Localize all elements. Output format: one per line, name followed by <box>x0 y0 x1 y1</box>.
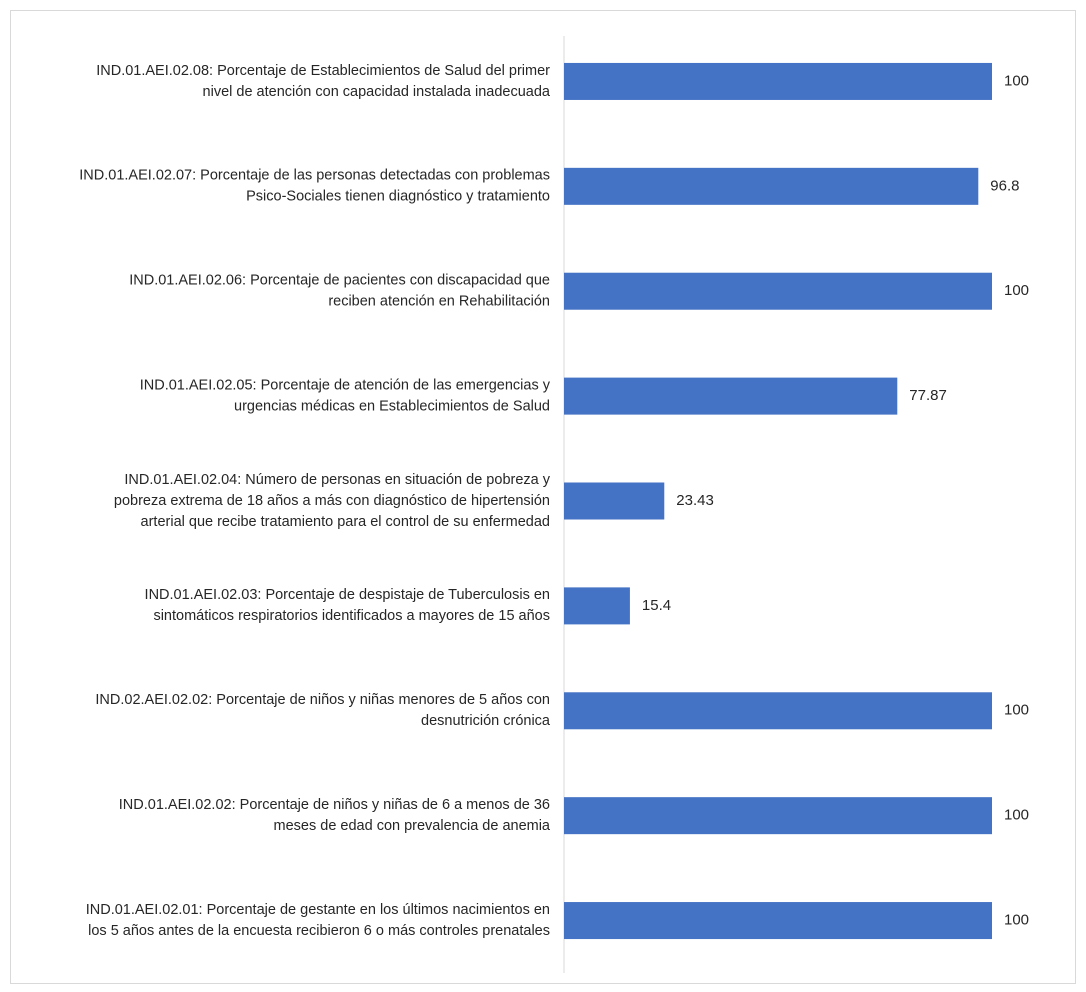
bar-chart: 100 IND.01.AEI.02.08: Porcentaje de Estab… <box>79 36 1029 973</box>
bar-value-label: 96.8 <box>990 177 1019 194</box>
bar <box>564 377 898 415</box>
bar-value-label: 100 <box>1004 72 1029 89</box>
bar-value-label: 100 <box>1004 807 1029 824</box>
category-label: IND.01.AEI.02.07: Porcentaje de las pers… <box>79 168 550 205</box>
category-label-line: Psico-Sociales tienen diagnóstico y trat… <box>246 189 550 205</box>
category-label-line: IND.01.AEI.02.02: Porcentaje de niños y … <box>119 797 550 813</box>
category-label-line: IND.01.AEI.02.05: Porcentaje de atención… <box>140 377 551 393</box>
category-label: IND.01.AEI.02.01: Porcentaje de gestante… <box>86 902 550 939</box>
category-label: IND.01.AEI.02.04: Número de personas en … <box>114 472 551 530</box>
category-label-line: urgencias médicas en Establecimientos de… <box>234 398 550 414</box>
category-label-line: arterial que recibe tratamiento para el … <box>141 514 550 530</box>
bar <box>564 587 630 625</box>
bar <box>564 62 992 100</box>
category-label-line: IND.01.AEI.02.08: Porcentaje de Establec… <box>96 63 550 79</box>
category-label: IND.01.AEI.02.05: Porcentaje de atención… <box>140 377 551 414</box>
bar <box>564 272 992 310</box>
category-label-line: IND.01.AEI.02.04: Número de personas en … <box>124 472 550 488</box>
category-label-line: IND.01.AEI.02.03: Porcentaje de despista… <box>145 587 550 603</box>
bar-value-label: 100 <box>1004 912 1029 929</box>
bar-value-label: 15.4 <box>642 597 671 614</box>
bar <box>564 692 992 730</box>
category-label-line: IND.01.AEI.02.06: Porcentaje de paciente… <box>129 273 550 289</box>
bar-value-label: 23.43 <box>676 492 714 509</box>
bar-value-label: 100 <box>1004 702 1029 719</box>
category-label: IND.01.AEI.02.06: Porcentaje de paciente… <box>129 273 550 310</box>
category-label-line: sintomáticos respiratorios identificados… <box>153 608 550 624</box>
category-label-line: desnutrición crónica <box>421 713 551 729</box>
category-label-line: IND.01.AEI.02.07: Porcentaje de las pers… <box>79 168 550 184</box>
category-label: IND.01.AEI.02.02: Porcentaje de niños y … <box>119 797 551 834</box>
category-label: IND.01.AEI.02.08: Porcentaje de Establec… <box>96 63 551 100</box>
category-label-line: IND.02.AEI.02.02: Porcentaje de niños y … <box>95 692 550 708</box>
category-label-line: los 5 años antes de la encuesta recibier… <box>88 923 550 939</box>
category-label: IND.01.AEI.02.03: Porcentaje de despista… <box>145 587 550 624</box>
bar-value-label: 77.87 <box>909 387 947 404</box>
category-label-line: pobreza extrema de 18 años a más con dia… <box>114 493 550 509</box>
bar <box>564 902 992 940</box>
category-label-line: nivel de atención con capacidad instalad… <box>203 84 551 100</box>
category-label-line: reciben atención en Rehabilitación <box>328 294 550 310</box>
chart-frame: 100 IND.01.AEI.02.08: Porcentaje de Estab… <box>10 10 1076 984</box>
bar <box>564 482 665 520</box>
bar <box>564 167 979 205</box>
bar <box>564 797 992 835</box>
category-label: IND.02.AEI.02.02: Porcentaje de niños y … <box>95 692 551 729</box>
bar-value-label: 100 <box>1004 282 1029 299</box>
category-label-line: IND.01.AEI.02.01: Porcentaje de gestante… <box>86 902 550 918</box>
category-label-line: meses de edad con prevalencia de anemia <box>274 818 551 834</box>
